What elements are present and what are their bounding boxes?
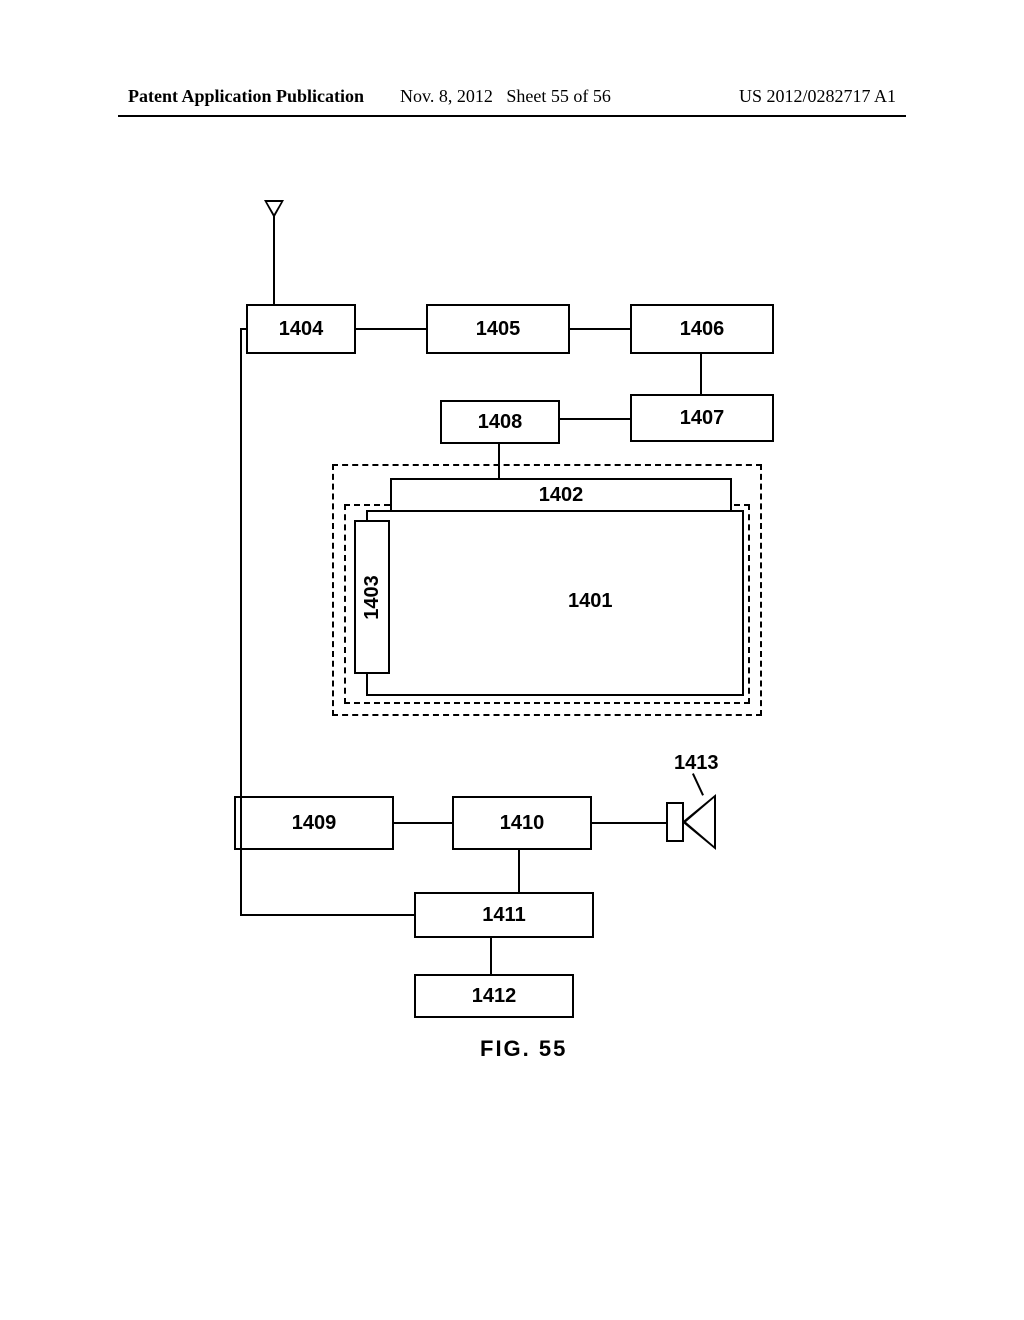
block-1403: 1403 — [354, 520, 390, 674]
block-1402: 1402 — [390, 478, 732, 512]
conn-1411-1412 — [490, 938, 492, 974]
block-label: 1403 — [361, 575, 384, 620]
block-label: 1402 — [539, 484, 584, 507]
block-1408: 1408 — [440, 400, 560, 444]
block-1409: 1409 — [234, 796, 394, 850]
conn-1407-1408 — [560, 418, 630, 420]
block-1410: 1410 — [452, 796, 592, 850]
block-1406: 1406 — [630, 304, 774, 354]
block-label: 1404 — [279, 318, 324, 341]
block-label: 1410 — [500, 812, 545, 835]
conn-1410-1411 — [518, 850, 520, 892]
page-header: Patent Application Publication Nov. 8, 2… — [0, 86, 1024, 114]
header-center: Nov. 8, 2012 Sheet 55 of 56 — [400, 86, 611, 107]
block-1401-label: 1401 — [568, 590, 613, 613]
block-1401 — [366, 510, 744, 696]
header-date: Nov. 8, 2012 — [400, 86, 493, 106]
block-diagram: 1404 1405 1406 1407 1408 1402 1403 1401 … — [180, 200, 910, 1100]
block-label: 1406 — [680, 318, 725, 341]
block-1407: 1407 — [630, 394, 774, 442]
conn-1406-1407 — [700, 354, 702, 394]
speaker-icon — [666, 790, 726, 850]
block-label: 1405 — [476, 318, 521, 341]
header-sheet: Sheet 55 of 56 — [506, 86, 610, 106]
conn-1409-1410 — [394, 822, 452, 824]
block-label: 1412 — [472, 985, 517, 1008]
speaker-label: 1413 — [674, 752, 719, 775]
conn-bus-1411 — [240, 914, 414, 916]
block-1411: 1411 — [414, 892, 594, 938]
header-left: Patent Application Publication — [128, 86, 364, 107]
block-1404: 1404 — [246, 304, 356, 354]
block-1412: 1412 — [414, 974, 574, 1018]
conn-1410-speaker — [592, 822, 666, 824]
block-label: 1409 — [292, 812, 337, 835]
block-label: 1407 — [680, 407, 725, 430]
header-right: US 2012/0282717 A1 — [739, 86, 896, 107]
block-1405: 1405 — [426, 304, 570, 354]
conn-1404-1405 — [356, 328, 426, 330]
figure-caption: FIG. 55 — [480, 1036, 567, 1062]
header-rule — [118, 115, 906, 117]
block-label: 1408 — [478, 411, 523, 434]
block-label: 1411 — [482, 904, 525, 927]
conn-1405-1406 — [570, 328, 630, 330]
antenna-stem — [273, 216, 275, 304]
speaker-cone — [682, 794, 716, 850]
left-bus — [240, 328, 242, 914]
